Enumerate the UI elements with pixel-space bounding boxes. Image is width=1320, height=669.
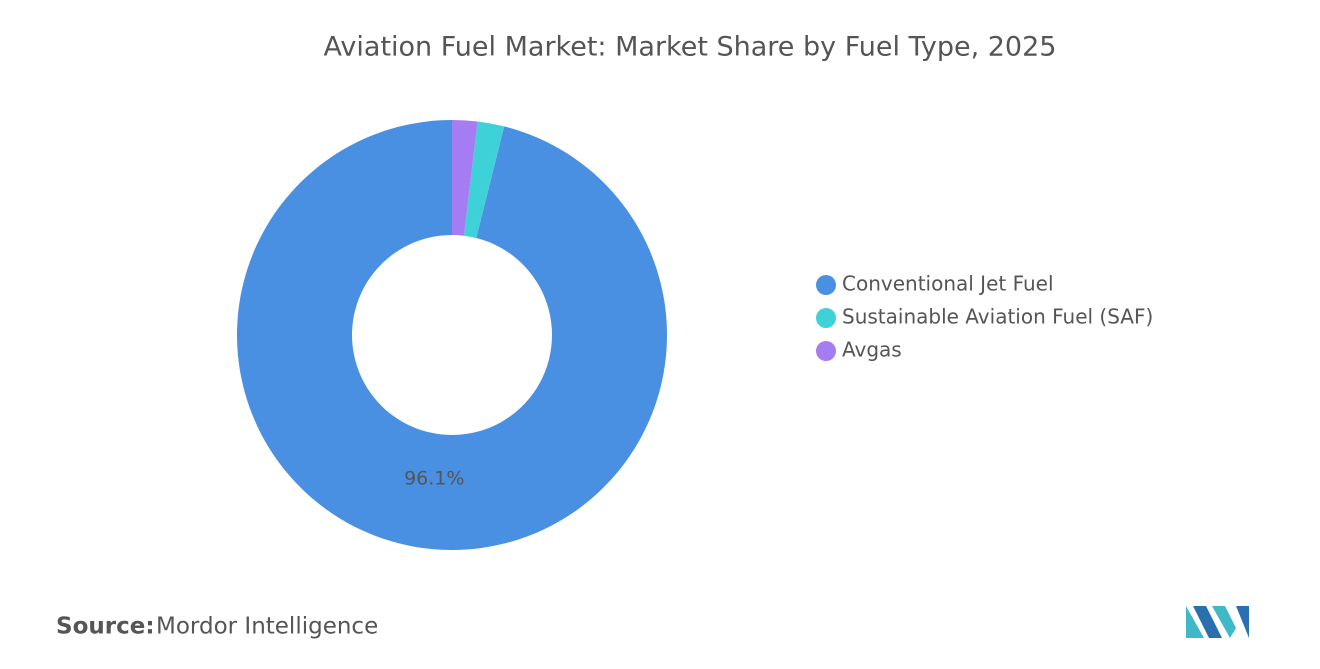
- chart-title: Aviation Fuel Market: Market Share by Fu…: [324, 32, 1057, 63]
- slice: [463, 121, 505, 238]
- source-name: Mordor Intelligence: [156, 614, 378, 640]
- logo: [1186, 606, 1249, 638]
- legend-label: Conventional Jet Fuel: [842, 272, 1054, 296]
- legend-marker: [816, 341, 836, 361]
- slice: [452, 120, 478, 236]
- slice: [237, 120, 668, 550]
- legend-marker: [816, 308, 836, 328]
- source-label: Source:: [56, 614, 155, 640]
- legend-label: Avgas: [842, 338, 902, 362]
- data-label: 96.1%: [404, 467, 464, 489]
- legend-marker: [816, 275, 836, 295]
- legend-label: Sustainable Aviation Fuel (SAF): [842, 305, 1153, 329]
